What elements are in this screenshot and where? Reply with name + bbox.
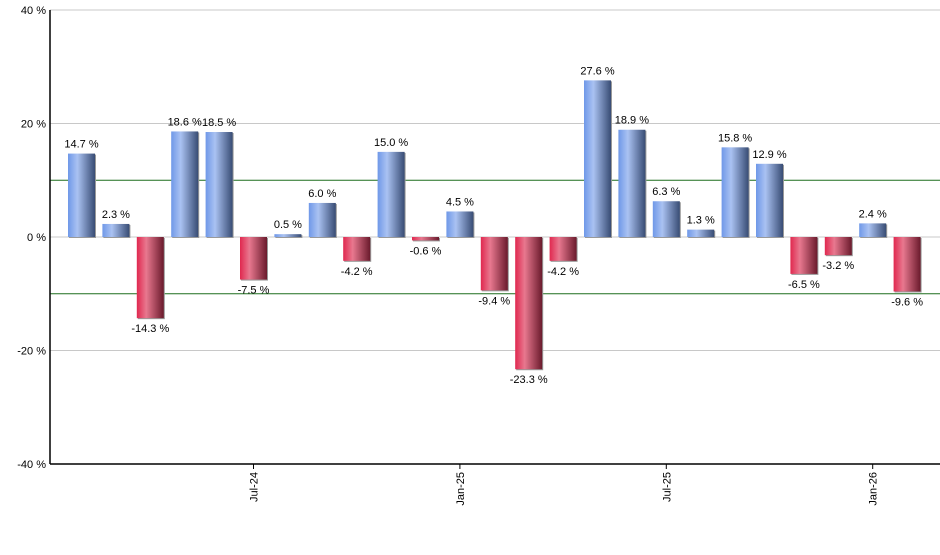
data-label: 6.3 % [652, 186, 680, 198]
data-label: 6.0 % [308, 188, 336, 200]
y-tick-label: 0 % [27, 232, 46, 244]
data-labels: 14.7 % 2.3 % -14.3 % 18.6 % 18.5 % -7.5 % 0.5 … [64, 65, 923, 386]
x-tick-label: Jul-25 [661, 472, 673, 502]
bar [549, 237, 577, 261]
bar [274, 234, 302, 237]
data-label: 2.3 % [102, 209, 130, 221]
bar [308, 202, 336, 237]
axes: 40 % 20 % 0 % -20 % -40 % Jul-24 Jan-25 Jul-25 J… [17, 5, 940, 506]
data-label: -4.2 % [341, 266, 373, 278]
bar [136, 237, 164, 319]
data-label: 12.9 % [752, 149, 786, 161]
bar [171, 131, 199, 237]
bar [412, 237, 439, 241]
bar [515, 237, 543, 370]
bar [377, 151, 405, 237]
bar [893, 237, 921, 292]
bars [68, 80, 922, 371]
bar [102, 223, 130, 237]
bar [756, 163, 783, 237]
data-label: 15.0 % [374, 137, 408, 149]
x-tick-label: Jan-26 [868, 472, 880, 506]
y-tick-label: -40 % [17, 459, 46, 471]
data-label: -3.2 % [822, 260, 854, 272]
bar [687, 229, 715, 237]
bar [68, 153, 95, 237]
data-label: 18.5 % [202, 117, 236, 129]
data-label: -7.5 % [238, 285, 270, 297]
data-label: -6.5 % [788, 279, 820, 291]
data-label: -4.2 % [547, 266, 579, 278]
y-tick-label: 40 % [21, 5, 46, 17]
data-label: 4.5 % [446, 196, 474, 208]
data-label: -9.6 % [891, 296, 923, 308]
bar [721, 147, 749, 237]
x-tick-label: Jan-25 [455, 472, 467, 506]
data-label: 18.9 % [615, 115, 649, 127]
data-label: 14.7 % [64, 139, 98, 151]
data-label: 15.8 % [718, 132, 752, 144]
data-label: 18.6 % [168, 116, 202, 128]
data-label: -14.3 % [131, 323, 169, 335]
bar [618, 129, 646, 237]
bar [859, 223, 887, 237]
data-label: -23.3 % [510, 374, 548, 386]
bar [343, 237, 371, 261]
x-tick-label: Jul-24 [249, 472, 261, 502]
bar [480, 237, 508, 291]
bar [446, 211, 474, 237]
data-label: 0.5 % [274, 219, 302, 231]
data-label: 1.3 % [687, 215, 715, 227]
bar [790, 237, 818, 274]
bar [240, 237, 267, 280]
y-tick-label: -20 % [17, 346, 46, 358]
bar [652, 201, 680, 237]
data-label: -0.6 % [410, 245, 442, 257]
data-label: -9.4 % [478, 295, 510, 307]
data-label: 2.4 % [859, 208, 887, 220]
bar [205, 132, 233, 237]
bar [824, 237, 852, 256]
data-label: 27.6 % [580, 65, 614, 77]
bar [584, 80, 611, 238]
y-tick-label: 20 % [21, 119, 46, 131]
